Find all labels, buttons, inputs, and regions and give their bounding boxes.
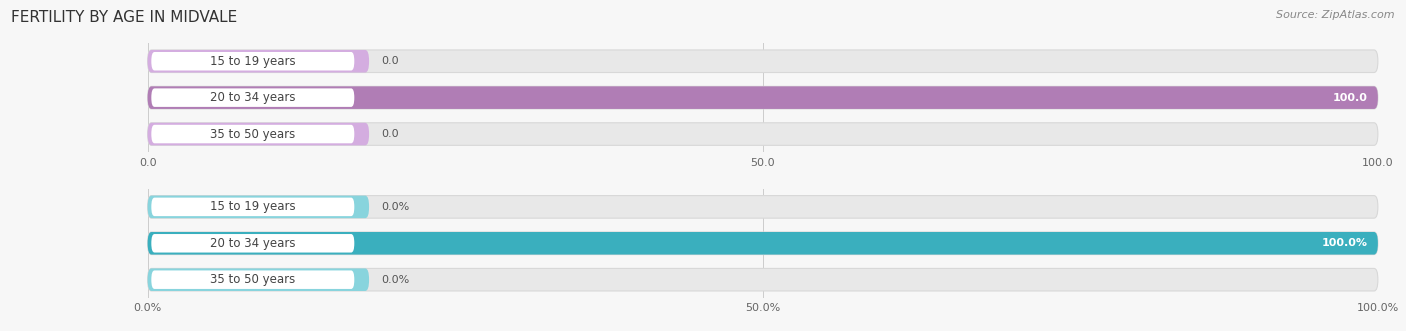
- Text: 100.0: 100.0: [1333, 93, 1368, 103]
- FancyBboxPatch shape: [148, 50, 1378, 72]
- FancyBboxPatch shape: [148, 268, 1378, 291]
- FancyBboxPatch shape: [148, 123, 368, 145]
- FancyBboxPatch shape: [152, 234, 354, 253]
- Text: 0.0: 0.0: [381, 56, 399, 66]
- Text: 35 to 50 years: 35 to 50 years: [209, 127, 295, 141]
- FancyBboxPatch shape: [148, 268, 368, 291]
- FancyBboxPatch shape: [148, 123, 1378, 145]
- FancyBboxPatch shape: [152, 198, 354, 216]
- Text: 15 to 19 years: 15 to 19 years: [209, 55, 295, 68]
- Text: 20 to 34 years: 20 to 34 years: [209, 91, 295, 104]
- FancyBboxPatch shape: [148, 86, 1378, 109]
- Text: FERTILITY BY AGE IN MIDVALE: FERTILITY BY AGE IN MIDVALE: [11, 10, 238, 25]
- FancyBboxPatch shape: [148, 232, 1378, 255]
- Text: 100.0%: 100.0%: [1322, 238, 1368, 248]
- Text: Source: ZipAtlas.com: Source: ZipAtlas.com: [1277, 10, 1395, 20]
- FancyBboxPatch shape: [152, 270, 354, 289]
- Text: 35 to 50 years: 35 to 50 years: [209, 273, 295, 286]
- FancyBboxPatch shape: [152, 125, 354, 143]
- FancyBboxPatch shape: [148, 196, 1378, 218]
- Text: 15 to 19 years: 15 to 19 years: [209, 200, 295, 213]
- FancyBboxPatch shape: [148, 196, 368, 218]
- Text: 0.0: 0.0: [381, 129, 399, 139]
- FancyBboxPatch shape: [152, 52, 354, 71]
- FancyBboxPatch shape: [148, 232, 1378, 255]
- Text: 0.0%: 0.0%: [381, 275, 409, 285]
- FancyBboxPatch shape: [148, 50, 368, 72]
- Text: 0.0%: 0.0%: [381, 202, 409, 212]
- FancyBboxPatch shape: [148, 86, 1378, 109]
- FancyBboxPatch shape: [152, 88, 354, 107]
- Text: 20 to 34 years: 20 to 34 years: [209, 237, 295, 250]
